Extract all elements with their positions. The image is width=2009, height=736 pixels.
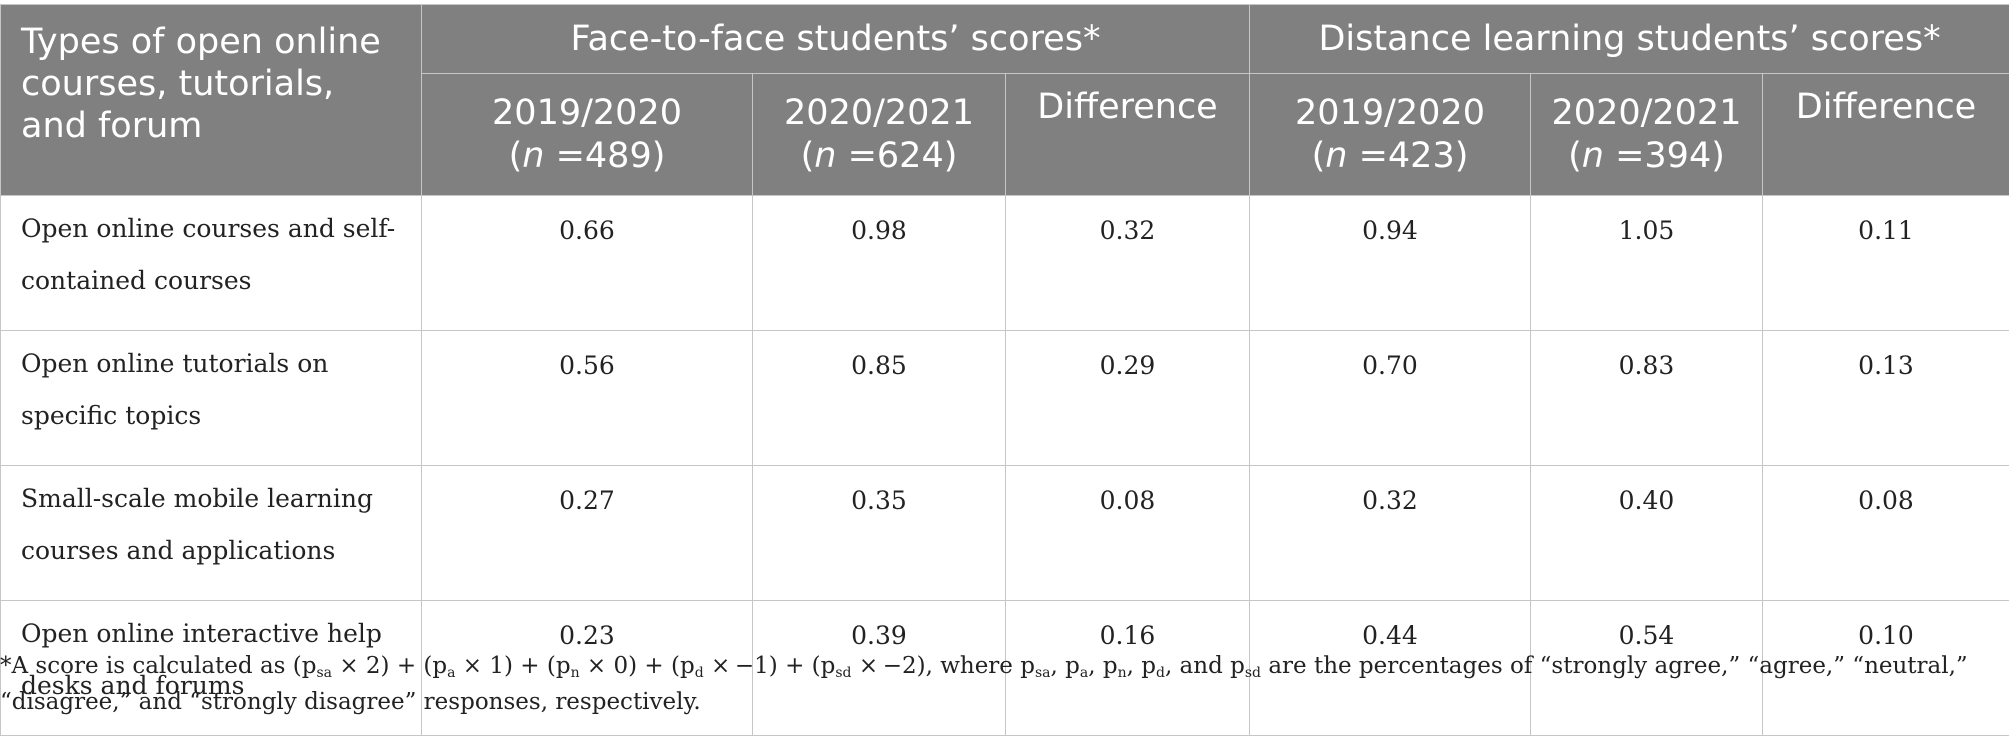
- subscript-d: d: [695, 665, 704, 681]
- symbol-p: p: [821, 653, 836, 679]
- n-symbol: n: [1582, 136, 1604, 176]
- distance-2020-score: 1.05: [1531, 196, 1763, 331]
- n-value: =423): [1347, 136, 1468, 176]
- footnote-text: × 1) + (: [455, 653, 555, 679]
- row-label: Open online tutorials on specific topics: [1, 331, 422, 466]
- subscript-d: d: [1156, 665, 1165, 681]
- year-label: 2020/2021: [1532, 92, 1761, 135]
- distance-2019-score: 0.70: [1250, 331, 1531, 466]
- header-row-groups: Types of open online courses, tutorials,…: [1, 5, 2009, 74]
- distance-2019-score: 0.94: [1250, 196, 1531, 331]
- face-difference: 0.08: [1006, 466, 1250, 601]
- subscript-n: n: [571, 665, 580, 681]
- year-label: 2019/2020: [1251, 92, 1529, 135]
- distance-2019-score: 0.32: [1250, 466, 1531, 601]
- scores-table: Types of open online courses, tutorials,…: [0, 4, 2009, 736]
- subscript-sa: sa: [316, 665, 332, 681]
- footnote-text: ,: [1127, 653, 1142, 679]
- face-to-face-group-header: Face-to-face students’ scores*: [422, 5, 1250, 74]
- footnote-text: × 0) + (: [580, 653, 680, 679]
- distance-difference: 0.11: [1763, 196, 2009, 331]
- face-2020-score: 0.35: [753, 466, 1006, 601]
- footnote-text: A score is calculated as (: [12, 653, 302, 679]
- footnote-text: ,: [1051, 653, 1066, 679]
- face-2019-score: 0.66: [422, 196, 753, 331]
- distance-2019-header: 2019/2020 (n =423): [1250, 74, 1531, 196]
- footnote-text: , and: [1165, 653, 1230, 679]
- n-count: (n =394): [1532, 135, 1761, 178]
- footnote-text: ,: [1088, 653, 1103, 679]
- subscript-sd: sd: [835, 665, 851, 681]
- symbol-p: p: [1065, 653, 1080, 679]
- distance-2020-score: 0.40: [1531, 466, 1763, 601]
- distance-2020-score: 0.83: [1531, 331, 1763, 466]
- n-value: =394): [1604, 136, 1725, 176]
- distance-2020-header: 2020/2021 (n =394): [1531, 74, 1763, 196]
- face-2019-score: 0.56: [422, 331, 753, 466]
- year-label: 2020/2021: [754, 92, 1004, 135]
- face-difference: 0.32: [1006, 196, 1250, 331]
- row-label: Open online courses and self-contained c…: [1, 196, 422, 331]
- symbol-p: p: [680, 653, 695, 679]
- subscript-n: n: [1118, 665, 1127, 681]
- face-2020-score: 0.98: [753, 196, 1006, 331]
- table-row: Open online tutorials on specific topics…: [1, 331, 2009, 466]
- symbol-p: p: [1020, 653, 1035, 679]
- symbol-p: p: [302, 653, 317, 679]
- symbol-p: p: [556, 653, 571, 679]
- face-2020-score: 0.85: [753, 331, 1006, 466]
- face-difference-header: Difference: [1006, 74, 1250, 196]
- n-count: (n =489): [423, 135, 751, 178]
- distance-difference: 0.13: [1763, 331, 2009, 466]
- symbol-p: p: [1103, 653, 1118, 679]
- symbol-p: p: [1141, 653, 1156, 679]
- row-label: Small-scale mobile learning courses and …: [1, 466, 422, 601]
- footnote-text: × −2), where: [852, 653, 1021, 679]
- n-value: =489): [544, 136, 665, 176]
- face-2019-header: 2019/2020 (n =489): [422, 74, 753, 196]
- symbol-p: p: [1230, 653, 1245, 679]
- table-row: Small-scale mobile learning courses and …: [1, 466, 2009, 601]
- distance-learning-group-header: Distance learning students’ scores*: [1250, 5, 2009, 74]
- n-count: (n =423): [1251, 135, 1529, 178]
- face-difference: 0.29: [1006, 331, 1250, 466]
- footnote-text: × −1) + (: [704, 653, 821, 679]
- n-symbol: n: [522, 136, 544, 176]
- distance-difference: 0.08: [1763, 466, 2009, 601]
- n-value: =624): [836, 136, 957, 176]
- table-row: Open online courses and self-contained c…: [1, 196, 2009, 331]
- subscript-sd: sd: [1245, 665, 1261, 681]
- footnote-marker: *: [0, 653, 12, 679]
- symbol-p: p: [432, 653, 447, 679]
- n-count: (n =624): [754, 135, 1004, 178]
- n-symbol: n: [1325, 136, 1347, 176]
- subscript-sa: sa: [1035, 665, 1051, 681]
- distance-difference-header: Difference: [1763, 74, 2009, 196]
- n-symbol: n: [814, 136, 836, 176]
- footnote-text: × 2) + (: [332, 653, 432, 679]
- face-2019-score: 0.27: [422, 466, 753, 601]
- year-label: 2019/2020: [423, 92, 751, 135]
- subscript-a: a: [1080, 665, 1088, 681]
- face-2020-header: 2020/2021 (n =624): [753, 74, 1006, 196]
- table-footnote: *A score is calculated as (psa × 2) + (p…: [0, 648, 2000, 720]
- row-label-header: Types of open online courses, tutorials,…: [1, 5, 422, 196]
